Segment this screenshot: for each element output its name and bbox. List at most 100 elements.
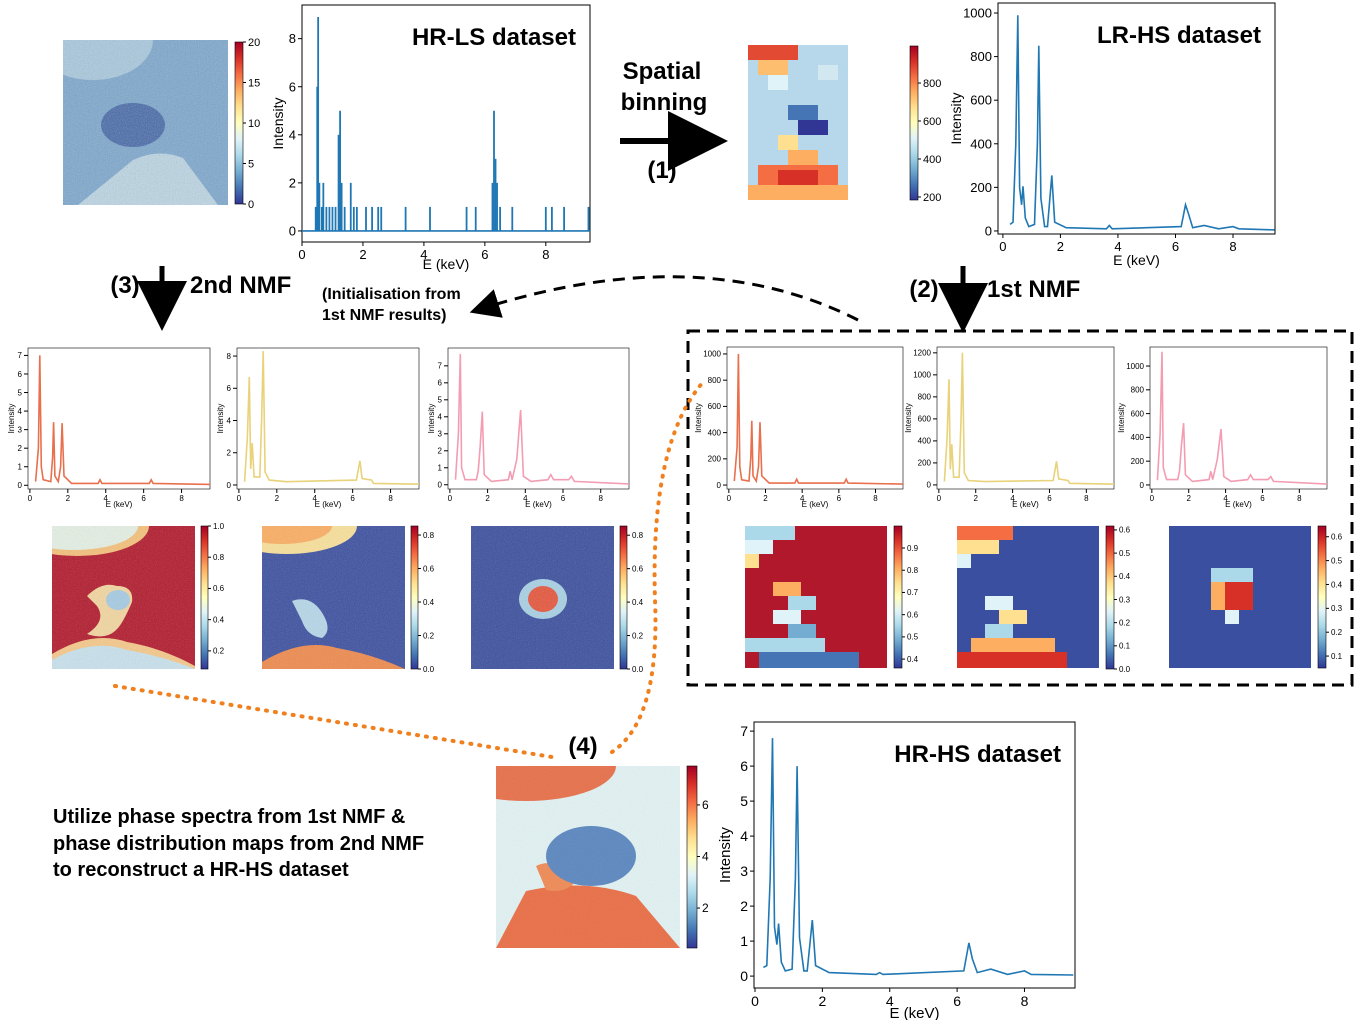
x-tick-label: 6	[141, 494, 146, 503]
x-tick-label: 2	[66, 494, 71, 503]
spectrum-line	[454, 353, 630, 485]
x-tick-label: 4	[420, 247, 427, 262]
y-axis-label: Intensity	[216, 404, 225, 434]
x-tick-label: 0	[28, 494, 33, 503]
x-tick-label: 2	[1057, 239, 1064, 254]
x-tick-label: 6	[953, 993, 961, 1009]
colorbar-tick-label: 0	[248, 199, 254, 211]
y-tick-label: 800	[1131, 386, 1145, 395]
x-axis-label: E (keV)	[889, 1005, 939, 1020]
dashed-arrow	[469, 275, 859, 322]
colorbar	[200, 525, 209, 670]
colorbar-tick-label: 0.6	[213, 584, 225, 593]
x-tick-label: 8	[1229, 239, 1236, 254]
x-tick-label: 2	[818, 993, 826, 1009]
lr-hs-map	[748, 45, 848, 200]
colorbar-tick-label: 4	[702, 850, 709, 864]
summary: to reconstruct a HR-HS dataset	[53, 859, 349, 881]
spectrum-line	[943, 352, 1115, 485]
x-tick-label: 8	[179, 494, 184, 503]
x-tick-label: 2	[359, 247, 366, 262]
y-tick-label: 600	[1131, 409, 1145, 418]
x-tick-label: 8	[1084, 494, 1089, 503]
y-tick-label: 6	[438, 379, 443, 388]
y-tick-label: 800	[970, 49, 992, 64]
colorbar-tick-label: 0.3	[1331, 604, 1343, 613]
x-tick-label: 0	[298, 247, 305, 262]
y-tick-label: 5	[18, 388, 23, 397]
y-tick-label: 4	[227, 416, 232, 425]
plot-frame	[27, 347, 211, 490]
spectrum-line	[243, 351, 420, 485]
colorbar-tick-label: 0.8	[423, 531, 435, 540]
colorbar-tick-label: 0.8	[907, 566, 919, 575]
y-axis-label: Intensity	[948, 92, 964, 144]
y-tick-label: 800	[918, 393, 932, 402]
y-axis-label: Intensity	[904, 403, 913, 433]
hr-ls-map	[63, 40, 228, 205]
note: 1st NMF results)	[322, 307, 446, 324]
y-tick-label: 7	[740, 723, 748, 739]
y-tick-label: 1000	[703, 350, 721, 359]
colorbar	[909, 45, 919, 201]
y-tick-label: 600	[708, 402, 722, 411]
y-tick-label: 0	[18, 481, 23, 490]
summary: phase distribution maps from 2nd NMF	[53, 833, 424, 855]
y-tick-label: 400	[708, 428, 722, 437]
y-tick-label: 8	[289, 31, 296, 46]
y-tick-label: 0	[740, 968, 748, 984]
x-tick-label: 2	[1186, 494, 1191, 503]
step-number: (4)	[568, 733, 597, 760]
colorbar-tick-label: 2	[702, 901, 709, 915]
x-tick-label: 6	[561, 494, 566, 503]
x-tick-label: 0	[448, 494, 453, 503]
y-tick-label: 200	[970, 180, 992, 195]
colorbar	[893, 525, 903, 669]
y-axis-label: Intensity	[427, 404, 436, 434]
x-axis-label: E (keV)	[106, 500, 133, 509]
y-tick-label: 4	[18, 407, 23, 416]
y-tick-label: 200	[708, 455, 722, 464]
spectrum-line	[733, 353, 904, 485]
colorbar-tick-label: 0.2	[632, 631, 644, 640]
colorbar-tick-label: 10	[248, 118, 260, 130]
colorbar-tick-label: 0.5	[907, 633, 919, 642]
x-tick-label: 8	[388, 494, 393, 503]
colorbar-tick-label: 0.0	[1119, 665, 1131, 674]
y-tick-label: 6	[18, 370, 23, 379]
y-tick-label: 400	[970, 136, 992, 151]
y-tick-label: 6	[227, 384, 232, 393]
y-axis-label: Intensity	[717, 827, 734, 883]
x-tick-label: 6	[1172, 239, 1179, 254]
nmf2-map-2	[262, 526, 405, 669]
y-tick-label: 600	[918, 415, 932, 424]
colorbar-tick-label: 20	[248, 37, 260, 49]
nmf1-map-1	[745, 526, 887, 668]
plot-frame	[1149, 346, 1328, 490]
x-axis-label: E (keV)	[802, 500, 829, 509]
y-tick-label: 1000	[913, 371, 931, 380]
x-tick-label: 6	[350, 494, 355, 503]
colorbar	[1105, 525, 1115, 670]
x-tick-label: 2	[485, 494, 490, 503]
colorbar-tick-label: 0.7	[907, 588, 919, 597]
colorbar-tick-label: 800	[923, 78, 941, 90]
x-tick-label: 0	[727, 494, 732, 503]
colorbar-tick-label: 0.6	[1119, 526, 1131, 535]
colorbar-tick-label: 0.4	[1331, 580, 1343, 589]
y-axis-label: Intensity	[7, 404, 16, 434]
x-tick-label: 6	[837, 494, 842, 503]
y-tick-label: 1	[740, 933, 748, 949]
x-axis-label: E (keV)	[1113, 252, 1160, 268]
y-tick-label: 0	[927, 481, 932, 490]
plot-frame	[936, 346, 1115, 490]
colorbar-tick-label: 0.2	[213, 647, 225, 656]
y-tick-label: 7	[18, 351, 23, 360]
y-tick-label: 3	[740, 863, 748, 879]
y-tick-label: 0	[227, 481, 232, 490]
y-tick-label: 4	[289, 127, 296, 142]
x-axis-label: E (keV)	[1225, 500, 1252, 509]
x-tick-label: 0	[937, 494, 942, 503]
y-tick-label: 0	[438, 481, 443, 490]
